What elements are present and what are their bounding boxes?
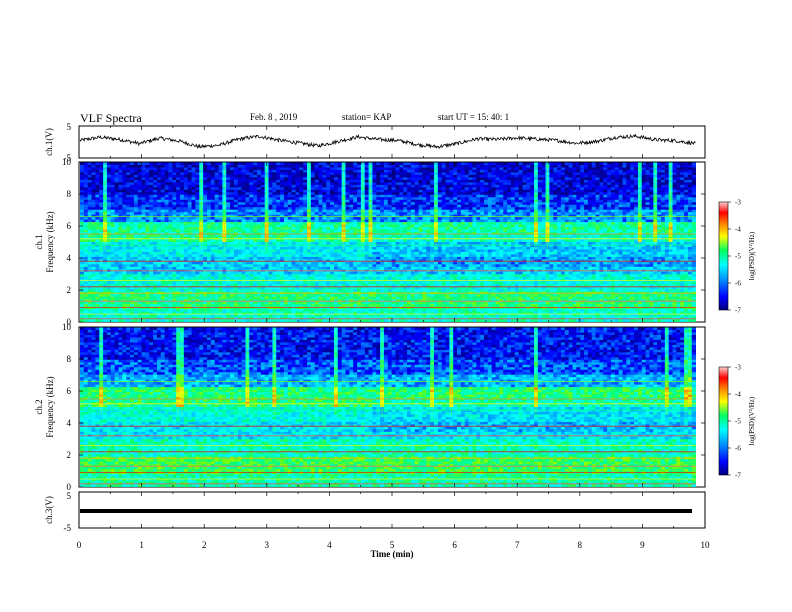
colorbar-tick-label: -3 [735, 364, 741, 372]
colorbar-tick-label: -7 [735, 307, 741, 315]
y-tick-label: 0 [67, 317, 72, 327]
x-tick-label: 5 [390, 540, 395, 550]
ch1-ytick-bottom: -5 [64, 153, 72, 163]
chart-title: VLF Spectra [80, 111, 142, 126]
y-tick-label: 2 [67, 450, 72, 460]
y-tick-label: 10 [62, 322, 72, 332]
y-tick-label: 4 [67, 253, 72, 263]
y-tick-label: 6 [67, 386, 72, 396]
x-axis-label: Time (min) [370, 549, 413, 559]
colorbar-tick-label: -5 [735, 253, 741, 261]
ch1-spectrogram-ylabel-frequency: Frequency (kHz) [45, 211, 55, 272]
start-time-label: start UT = 15: 40: 1 [438, 112, 509, 122]
ch2-spectrogram-ylabel-channel: ch.2 [34, 399, 44, 414]
ch1-spectrogram-panel: 0 2 4 6 8 10 ch.1 Frequency (kHz) [34, 157, 706, 327]
ch3-waveform-panel: 5 -5 ch.3(V) [44, 491, 706, 533]
x-tick-label: 10 [701, 540, 711, 550]
colorbar-tick-label: -6 [735, 280, 741, 288]
ch3-waveform-line [80, 509, 692, 513]
colorbar-tick-label: -4 [735, 226, 741, 234]
y-tick-label: 2 [67, 285, 72, 295]
y-tick-label: 8 [67, 354, 72, 364]
ch1-colorbar-label: log(PSD)(V²/Hz) [748, 231, 756, 280]
ch2-colorbar: -3 -4 -5 -6 -7 log(PSD)(V²/Hz) [718, 364, 756, 480]
x-tick-label: 1 [139, 540, 144, 550]
ch1-spectrogram-ylabel-channel: ch.1 [34, 234, 44, 249]
station-label: station= KAP [342, 112, 391, 122]
y-tick-label: 4 [67, 418, 72, 428]
ch1-colorbar: -3 -4 -5 -6 -7 log(PSD)(V²/Hz) [718, 199, 756, 315]
ch2-spectrogram-ylabel-frequency: Frequency (kHz) [45, 376, 55, 437]
ch3-ytick-top: 5 [67, 491, 72, 501]
ch1-waveform-line [79, 133, 696, 150]
ch2-spectrogram-panel: 0 2 4 6 8 10 ch.2 Frequency (kHz) [34, 322, 706, 492]
x-tick-label: 8 [578, 540, 583, 550]
colorbar-tick-label: -6 [735, 445, 741, 453]
x-tick-label: 6 [452, 540, 457, 550]
colorbar-tick-label: -5 [735, 418, 741, 426]
ch1-spectrogram-heatmap [80, 162, 697, 322]
ch2-spectrogram-heatmap [80, 327, 697, 487]
ch2-colorbar-label: log(PSD)(V²/Hz) [748, 396, 756, 445]
x-tick-label: 3 [265, 540, 270, 550]
x-tick-label: 2 [202, 540, 207, 550]
ch1-ytick-top: 5 [67, 122, 72, 132]
x-tick-label: 9 [640, 540, 645, 550]
y-tick-label: 10 [62, 157, 72, 167]
x-tick-label: 7 [515, 540, 520, 550]
x-tick-label: 4 [327, 540, 332, 550]
colorbar-tick-label: -3 [735, 199, 741, 207]
y-tick-label: 6 [67, 221, 72, 231]
y-tick-label: 0 [67, 482, 72, 492]
y-tick-label: 8 [67, 189, 72, 199]
ch1-ylabel: ch.1(V) [44, 128, 54, 156]
date-label: Feb. 8 , 2019 [250, 112, 297, 122]
ch1-waveform-panel: 5 -5 ch.1(V) [44, 122, 706, 163]
colorbar-tick-label: -7 [735, 472, 741, 480]
colorbar-tick-label: -4 [735, 391, 741, 399]
ch3-ytick-bottom: -5 [64, 523, 72, 533]
x-axis-tick-labels: 0 1 2 3 4 5 6 7 8 9 10 [77, 540, 710, 550]
ch3-ylabel: ch.3(V) [44, 496, 54, 524]
x-tick-label: 0 [77, 540, 82, 550]
